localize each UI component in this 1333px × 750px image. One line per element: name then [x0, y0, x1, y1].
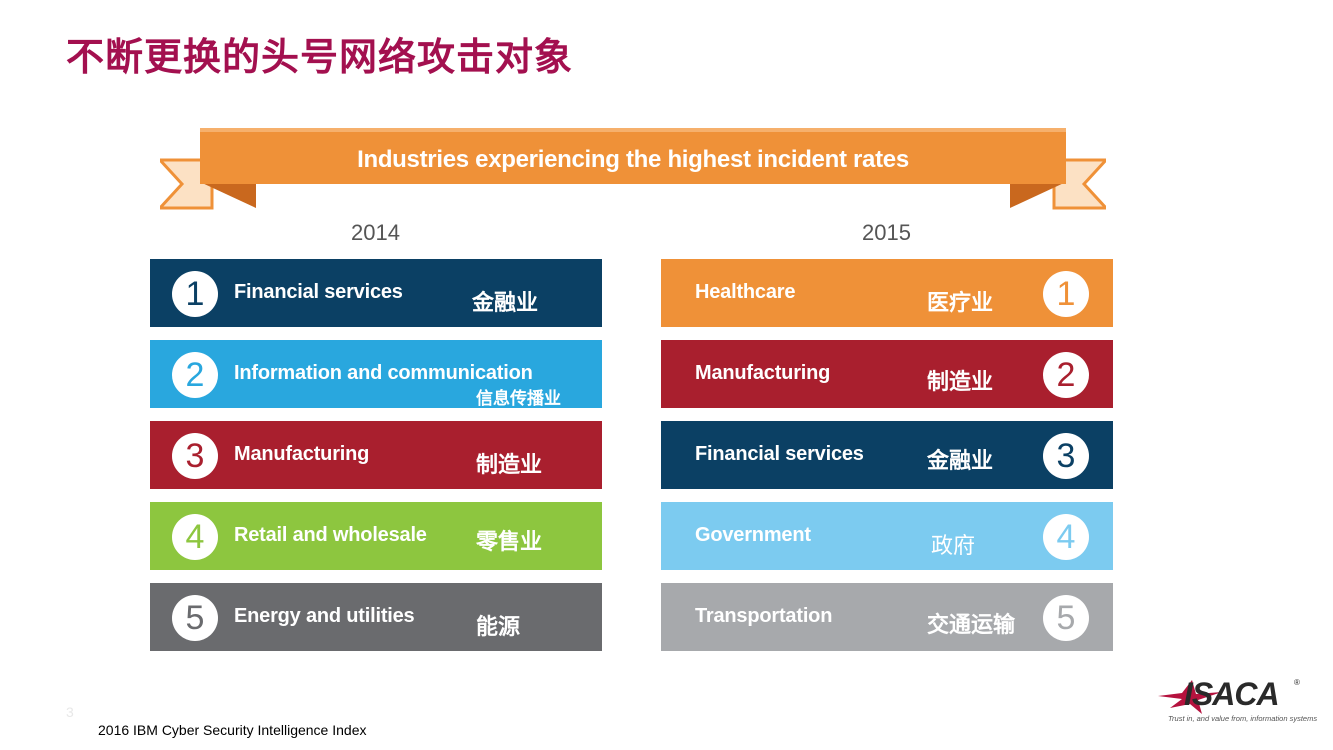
- industry-name-zh: 制造业: [476, 453, 543, 478]
- industry-name-zh: 金融业: [472, 291, 539, 316]
- industry-row-2015-3: Financial services 金融业 3: [661, 421, 1113, 489]
- industry-name-zh: 政府: [931, 534, 976, 559]
- industry-name-en: Manufacturing: [234, 443, 370, 465]
- industry-row-2014-5: 5 Energy and utilities 能源: [150, 583, 602, 651]
- ribbon-fold-left: [200, 182, 256, 208]
- ribbon-band: [200, 132, 1066, 184]
- isaca-tagline: Trust in, and value from, information sy…: [1168, 714, 1318, 723]
- banner-title: Industries experiencing the highest inci…: [357, 146, 909, 173]
- industry-row-2015-4: Government 政府 4: [661, 502, 1113, 570]
- industry-name-en: Financial services: [234, 281, 403, 303]
- industry-name-zh: 交通运输: [927, 613, 1016, 638]
- industry-name-zh: 医疗业: [927, 291, 994, 316]
- industry-name-en: Government: [695, 524, 811, 546]
- registered-mark: ®: [1294, 678, 1300, 687]
- industry-row-2014-2: 2 Information and communication 信息传播业: [150, 340, 602, 409]
- industry-row-2015-2: Manufacturing 制造业 2: [661, 340, 1113, 408]
- industry-name-en: Healthcare: [695, 281, 796, 303]
- rank-badge: 4: [1043, 514, 1089, 560]
- industry-row-2014-4: 4 Retail and wholesale 零售业: [150, 502, 602, 570]
- industry-name-zh: 能源: [476, 615, 521, 640]
- industry-name-zh: 信息传播业: [476, 389, 561, 409]
- rank-badge: 5: [172, 595, 218, 641]
- industry-row-2014-3: 3 Manufacturing 制造业: [150, 421, 602, 489]
- ribbon-fold-right: [1010, 182, 1066, 208]
- industry-row-2015-5: Transportation 交通运输 5: [661, 583, 1113, 651]
- rank-badge: 5: [1043, 595, 1089, 641]
- ribbon-band-edge: [200, 128, 1066, 132]
- industry-name-en: Financial services: [695, 443, 864, 465]
- industry-name-en: Transportation: [695, 605, 833, 627]
- industry-name-zh: 金融业: [927, 449, 994, 474]
- industry-row-2014-1: 1 Financial services 金融业: [150, 259, 602, 327]
- rank-badge: 2: [172, 352, 218, 398]
- industry-name-zh: 制造业: [927, 370, 994, 395]
- industry-name-en: Retail and wholesale: [234, 524, 427, 546]
- industry-name-en: Energy and utilities: [234, 605, 415, 627]
- isaca-star-icon: [1158, 680, 1222, 714]
- industry-name-en: Manufacturing: [695, 362, 831, 384]
- page-title: 不断更换的头号网络攻击对象: [66, 35, 574, 79]
- rank-badge: 4: [172, 514, 218, 560]
- industry-row-2015-1: Healthcare 医疗业 1: [661, 259, 1113, 327]
- isaca-logo-text: ISACA: [1184, 676, 1280, 712]
- year-2014-label: 2014: [351, 220, 400, 245]
- source-footnote: 2016 IBM Cyber Security Intelligence Ind…: [98, 722, 367, 738]
- page-number: 3: [66, 704, 74, 720]
- year-2015-label: 2015: [862, 220, 911, 245]
- rank-badge: 1: [1043, 271, 1089, 317]
- rank-badge: 3: [1043, 433, 1089, 479]
- rank-badge: 1: [172, 271, 218, 317]
- rank-badge: 2: [1043, 352, 1089, 398]
- industry-name-en: Information and communication: [234, 362, 533, 384]
- rank-badge: 3: [172, 433, 218, 479]
- banner-ribbon: [160, 128, 1106, 210]
- industry-name-zh: 零售业: [476, 530, 543, 555]
